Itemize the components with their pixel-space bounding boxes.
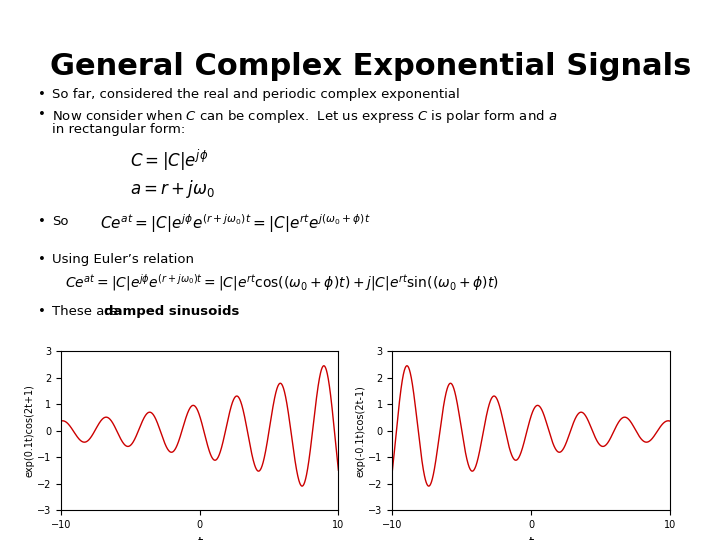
X-axis label: t: t bbox=[528, 536, 534, 540]
Text: $a = r + j\omega_0$: $a = r + j\omega_0$ bbox=[130, 178, 215, 200]
Text: General Complex Exponential Signals: General Complex Exponential Signals bbox=[50, 52, 691, 81]
Text: These are: These are bbox=[52, 305, 122, 318]
Text: •: • bbox=[38, 253, 46, 266]
Y-axis label: exp(0.1t)cos(2t+1): exp(0.1t)cos(2t+1) bbox=[24, 384, 35, 477]
Text: in rectangular form:: in rectangular form: bbox=[52, 123, 185, 136]
Text: •: • bbox=[38, 305, 46, 318]
Text: $Ce^{at} = |C|e^{j\phi}e^{(r+j\omega_0)t} = |C|e^{rt}e^{j(\omega_0+\phi)t}$: $Ce^{at} = |C|e^{j\phi}e^{(r+j\omega_0)t… bbox=[100, 212, 371, 235]
Text: •: • bbox=[38, 108, 46, 121]
Text: $Ce^{at} = |C|e^{j\phi}e^{(r+j\omega_0)t} = |C|e^{rt}\cos((\omega_0+\phi)t) + j|: $Ce^{at} = |C|e^{j\phi}e^{(r+j\omega_0)t… bbox=[65, 272, 499, 293]
Text: damped sinusoids: damped sinusoids bbox=[104, 305, 239, 318]
X-axis label: t: t bbox=[197, 536, 202, 540]
Text: $C = |C|e^{j\phi}$: $C = |C|e^{j\phi}$ bbox=[130, 148, 208, 173]
Text: So: So bbox=[52, 215, 68, 228]
Y-axis label: exp(-0.1t)cos(2t-1): exp(-0.1t)cos(2t-1) bbox=[356, 384, 366, 477]
Text: So far, considered the real and periodic complex exponential: So far, considered the real and periodic… bbox=[52, 88, 460, 101]
Text: Using Euler’s relation: Using Euler’s relation bbox=[52, 253, 194, 266]
Text: Now consider when $C$ can be complex.  Let us express $C$ is polar form and $a$: Now consider when $C$ can be complex. Le… bbox=[52, 108, 557, 125]
Text: •: • bbox=[38, 215, 46, 228]
Text: •: • bbox=[38, 88, 46, 101]
